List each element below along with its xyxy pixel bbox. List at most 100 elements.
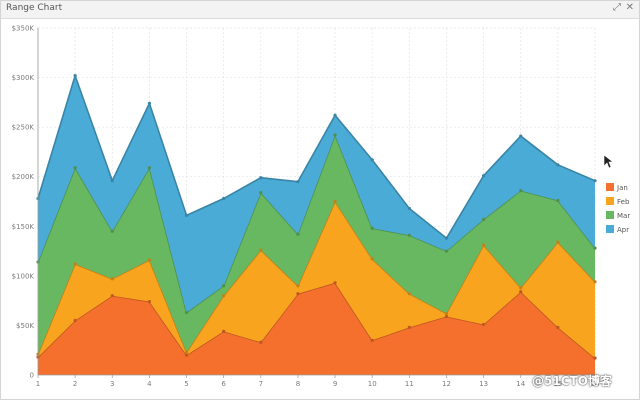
- mouse-cursor: [603, 154, 614, 169]
- y-tick-label: $250K: [12, 124, 35, 132]
- area-series-layer: [37, 74, 596, 375]
- x-tick-label: 14: [516, 380, 525, 388]
- x-tick-label: 13: [479, 380, 488, 388]
- data-point-feb[interactable]: [519, 286, 523, 290]
- data-point-mar[interactable]: [184, 310, 189, 315]
- data-point-jan[interactable]: [296, 292, 300, 296]
- x-tick-label: 4: [147, 380, 152, 388]
- data-point-mar[interactable]: [147, 166, 151, 170]
- data-point-feb[interactable]: [593, 280, 597, 284]
- data-point-jan[interactable]: [556, 325, 560, 330]
- data-point-apr[interactable]: [370, 158, 374, 162]
- x-tick-label: 6: [221, 380, 226, 388]
- data-point-feb[interactable]: [147, 258, 151, 262]
- legend-label-mar: Mar: [617, 212, 630, 220]
- data-point-jan[interactable]: [333, 281, 337, 285]
- data-point-jan[interactable]: [222, 329, 226, 333]
- y-tick-label: $100K: [12, 272, 35, 280]
- data-point-mar[interactable]: [556, 198, 560, 203]
- data-point-feb[interactable]: [556, 240, 560, 244]
- data-point-jan[interactable]: [519, 290, 523, 294]
- data-point-apr[interactable]: [259, 176, 263, 180]
- x-tick-label: 10: [368, 380, 377, 388]
- data-point-layer: [36, 73, 597, 360]
- expand-icon[interactable]: ⤢: [613, 2, 621, 13]
- data-point-mar[interactable]: [73, 166, 77, 170]
- data-point-feb[interactable]: [296, 284, 300, 288]
- data-point-apr[interactable]: [184, 213, 189, 217]
- data-point-mar[interactable]: [222, 284, 226, 288]
- legend-label-jan: Jan: [616, 184, 628, 192]
- data-point-jan[interactable]: [407, 325, 411, 330]
- data-point-mar[interactable]: [296, 232, 300, 236]
- y-tick-label: $50K: [16, 322, 34, 330]
- data-point-apr[interactable]: [147, 101, 151, 105]
- y-tick-label: $350K: [12, 25, 35, 33]
- data-point-mar[interactable]: [482, 217, 486, 221]
- area-jan: [38, 282, 595, 375]
- y-tick-label: 0: [30, 372, 34, 380]
- data-point-mar[interactable]: [370, 226, 374, 230]
- legend-swatch-mar: [606, 211, 614, 219]
- data-point-mar[interactable]: [110, 229, 114, 233]
- data-point-feb[interactable]: [407, 292, 411, 296]
- data-point-mar[interactable]: [259, 190, 263, 195]
- data-point-jan[interactable]: [147, 300, 151, 304]
- legend-swatch-feb: [606, 197, 614, 205]
- data-point-jan[interactable]: [593, 356, 597, 360]
- data-point-jan[interactable]: [370, 338, 374, 342]
- data-point-jan[interactable]: [110, 294, 114, 298]
- x-tick-label: 16: [591, 380, 600, 388]
- data-point-feb[interactable]: [370, 257, 374, 261]
- data-point-feb[interactable]: [222, 294, 226, 298]
- data-point-apr[interactable]: [110, 179, 114, 183]
- x-tick-label: 12: [442, 380, 451, 388]
- data-point-feb[interactable]: [482, 243, 486, 247]
- legend-label-feb: Feb: [617, 198, 630, 206]
- data-point-jan[interactable]: [73, 318, 77, 323]
- x-tick-label: 9: [333, 380, 337, 388]
- data-point-apr[interactable]: [73, 73, 77, 78]
- area-mar: [38, 135, 595, 355]
- y-tick-label: $300K: [12, 74, 35, 82]
- area-apr: [38, 75, 595, 313]
- y-tick-label: $150K: [12, 223, 35, 231]
- y-tick-label: $200K: [12, 173, 35, 181]
- data-point-mar[interactable]: [444, 249, 449, 253]
- window-title: Range Chart: [6, 3, 63, 13]
- data-point-mar[interactable]: [519, 188, 523, 193]
- data-point-feb[interactable]: [259, 248, 263, 252]
- data-point-feb[interactable]: [73, 262, 77, 266]
- data-point-apr[interactable]: [296, 180, 300, 184]
- data-point-feb[interactable]: [110, 277, 114, 281]
- data-point-jan[interactable]: [259, 340, 263, 344]
- data-point-feb[interactable]: [333, 199, 337, 204]
- data-point-mar[interactable]: [333, 133, 337, 137]
- x-tick-label: 5: [184, 380, 188, 388]
- x-tick-label: 8: [296, 380, 300, 388]
- data-point-apr[interactable]: [333, 113, 337, 117]
- data-point-apr[interactable]: [444, 236, 449, 240]
- title-bar: Range Chart ⤢ ✕: [1, 1, 639, 19]
- data-point-apr[interactable]: [593, 179, 597, 183]
- data-point-feb[interactable]: [184, 350, 189, 354]
- data-point-jan[interactable]: [184, 353, 189, 357]
- watermark: @51CTO博客: [532, 374, 612, 388]
- data-point-jan[interactable]: [482, 322, 486, 327]
- data-point-apr[interactable]: [407, 206, 411, 211]
- data-point-mar[interactable]: [593, 246, 597, 250]
- close-icon[interactable]: ✕: [625, 2, 634, 13]
- area-feb: [38, 201, 595, 359]
- data-point-apr[interactable]: [556, 163, 560, 167]
- data-point-apr[interactable]: [482, 174, 486, 178]
- data-point-mar[interactable]: [407, 233, 411, 237]
- legend-swatch-jan: [606, 183, 614, 191]
- data-point-apr[interactable]: [222, 196, 226, 201]
- data-point-apr[interactable]: [519, 134, 523, 138]
- data-point-jan[interactable]: [444, 314, 449, 319]
- data-point-feb[interactable]: [444, 311, 449, 316]
- x-tick-label: 11: [405, 380, 414, 388]
- x-tick-label: 2: [73, 380, 77, 388]
